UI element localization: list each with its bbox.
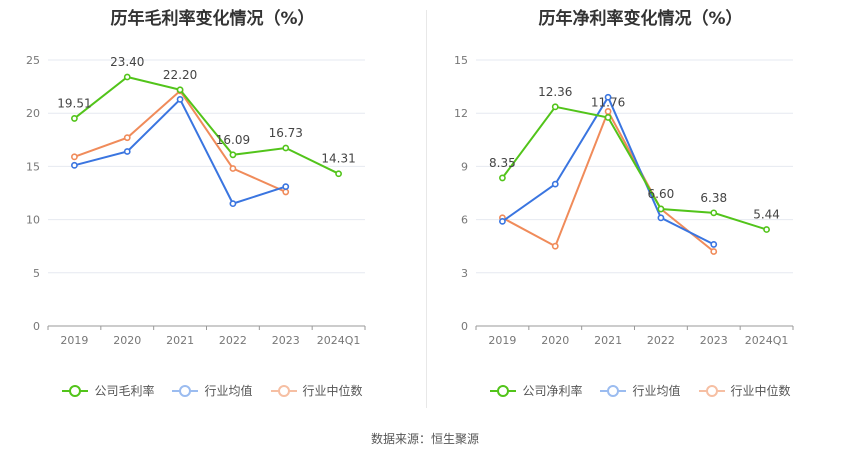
data-point bbox=[123, 73, 131, 81]
data-point bbox=[282, 183, 290, 191]
data-point bbox=[282, 188, 290, 196]
gross-margin-chart: 历年毛利率变化情况（%） 0 5 10 15 20 25 2019 2020 2021 2022 2… bbox=[0, 0, 425, 410]
data-label: 11.76 bbox=[591, 95, 625, 109]
data-point bbox=[123, 134, 131, 142]
legend-marker-icon bbox=[62, 384, 89, 397]
legend-item-industry-median[interactable]: 行业中位数 bbox=[270, 382, 363, 399]
data-point bbox=[71, 115, 78, 122]
data-point bbox=[710, 209, 718, 217]
data-point bbox=[657, 205, 665, 213]
legend-item-industry-mean[interactable]: 行业均值 bbox=[600, 382, 681, 399]
x-tick-label: 2022 bbox=[219, 334, 247, 347]
legend: 公司毛利率 行业均值 行业中位数 bbox=[0, 382, 425, 399]
data-label: 8.35 bbox=[489, 156, 516, 170]
data-label: 14.31 bbox=[321, 152, 355, 166]
data-label: 12.36 bbox=[538, 85, 572, 99]
data-point bbox=[499, 174, 506, 182]
data-point bbox=[335, 170, 342, 178]
legend-item-industry-median[interactable]: 行业中位数 bbox=[698, 382, 791, 399]
data-point bbox=[763, 226, 770, 233]
y-tick-label: 0 bbox=[33, 320, 40, 333]
data-point bbox=[229, 165, 237, 172]
x-tick-label: 2019 bbox=[60, 334, 88, 347]
net-margin-plot: 0 3 6 9 12 15 2019 2020 2021 2022 2023 2024Q1 8.35 12… bbox=[454, 54, 794, 347]
y-tick-label: 10 bbox=[26, 214, 40, 227]
y-tick-label: 3 bbox=[461, 267, 468, 280]
data-point bbox=[176, 86, 184, 94]
y-tick-label: 25 bbox=[26, 54, 40, 67]
legend-marker-icon bbox=[600, 384, 627, 397]
x-tick-label: 2022 bbox=[647, 334, 675, 347]
legend-label: 公司净利率 bbox=[522, 384, 583, 398]
y-tick-label: 12 bbox=[454, 107, 468, 120]
legend-marker-icon bbox=[698, 384, 725, 397]
data-source: 数据来源：恒生聚源 bbox=[370, 432, 479, 446]
x-tick-label: 2021 bbox=[594, 334, 622, 347]
chart-title: 历年净利率变化情况（%） bbox=[538, 9, 743, 29]
legend: 公司净利率 行业均值 行业中位数 bbox=[428, 382, 850, 399]
data-label: 6.60 bbox=[648, 187, 675, 201]
data-point bbox=[499, 217, 506, 225]
data-point bbox=[123, 148, 131, 155]
data-point bbox=[604, 108, 612, 115]
data-point bbox=[710, 248, 718, 255]
panel-divider bbox=[426, 10, 427, 408]
legend-label: 行业均值 bbox=[632, 384, 681, 398]
data-label: 19.51 bbox=[57, 96, 91, 110]
y-tick-label: 9 bbox=[461, 160, 468, 173]
y-tick-label: 5 bbox=[33, 267, 40, 280]
data-label: 23.40 bbox=[110, 55, 144, 69]
data-point bbox=[604, 114, 612, 121]
data-point bbox=[282, 144, 290, 152]
data-label: 22.20 bbox=[163, 68, 197, 82]
data-point bbox=[551, 103, 559, 111]
data-point bbox=[176, 95, 184, 103]
chart-title: 历年毛利率变化情况（%） bbox=[110, 9, 315, 29]
y-tick-label: 20 bbox=[26, 107, 40, 120]
y-tick-label: 15 bbox=[454, 54, 468, 67]
x-tick-label: 2020 bbox=[113, 334, 141, 347]
data-point bbox=[710, 241, 718, 248]
data-point bbox=[71, 161, 78, 169]
data-point bbox=[229, 151, 237, 159]
x-tick-label: 2021 bbox=[166, 334, 194, 347]
x-tick-label: 2020 bbox=[541, 334, 569, 347]
legend-label: 行业中位数 bbox=[730, 384, 791, 398]
data-point bbox=[551, 242, 559, 250]
legend-label: 公司毛利率 bbox=[94, 384, 155, 398]
net-margin-chart: 历年净利率变化情况（%） 0 3 6 9 12 15 2019 2020 2021 2022 202… bbox=[428, 0, 850, 410]
data-point bbox=[604, 93, 612, 101]
data-label: 5.44 bbox=[753, 208, 780, 222]
legend-marker-icon bbox=[172, 384, 199, 397]
data-label: 6.38 bbox=[700, 191, 727, 205]
y-tick-label: 6 bbox=[461, 214, 468, 227]
legend-marker-icon bbox=[490, 384, 517, 397]
data-point bbox=[551, 180, 559, 188]
data-label: 16.73 bbox=[269, 126, 303, 140]
gross-margin-plot: 0 5 10 15 20 25 2019 2020 2021 2022 2023 2024Q1 19.5… bbox=[26, 54, 366, 347]
y-tick-label: 15 bbox=[26, 160, 40, 173]
data-point bbox=[71, 153, 78, 161]
legend-label: 行业均值 bbox=[204, 384, 253, 398]
data-point bbox=[229, 200, 237, 208]
series-line bbox=[74, 89, 287, 193]
y-tick-label: 0 bbox=[461, 320, 468, 333]
legend-label: 行业中位数 bbox=[302, 384, 363, 398]
x-tick-label: 2023 bbox=[272, 334, 300, 347]
legend-item-company[interactable]: 公司净利率 bbox=[490, 382, 582, 399]
x-tick-label: 2023 bbox=[700, 334, 728, 347]
legend-item-company[interactable]: 公司毛利率 bbox=[62, 382, 154, 399]
x-tick-label: 2019 bbox=[488, 334, 516, 347]
data-label: 16.09 bbox=[216, 133, 250, 147]
data-point bbox=[657, 214, 665, 222]
x-tick-label: 2024Q1 bbox=[745, 334, 789, 347]
legend-marker-icon bbox=[270, 384, 297, 397]
series-line bbox=[501, 109, 715, 253]
series-line bbox=[501, 105, 767, 231]
legend-item-industry-mean[interactable]: 行业均值 bbox=[172, 382, 253, 399]
series-line bbox=[73, 75, 340, 175]
x-tick-label: 2024Q1 bbox=[317, 334, 361, 347]
